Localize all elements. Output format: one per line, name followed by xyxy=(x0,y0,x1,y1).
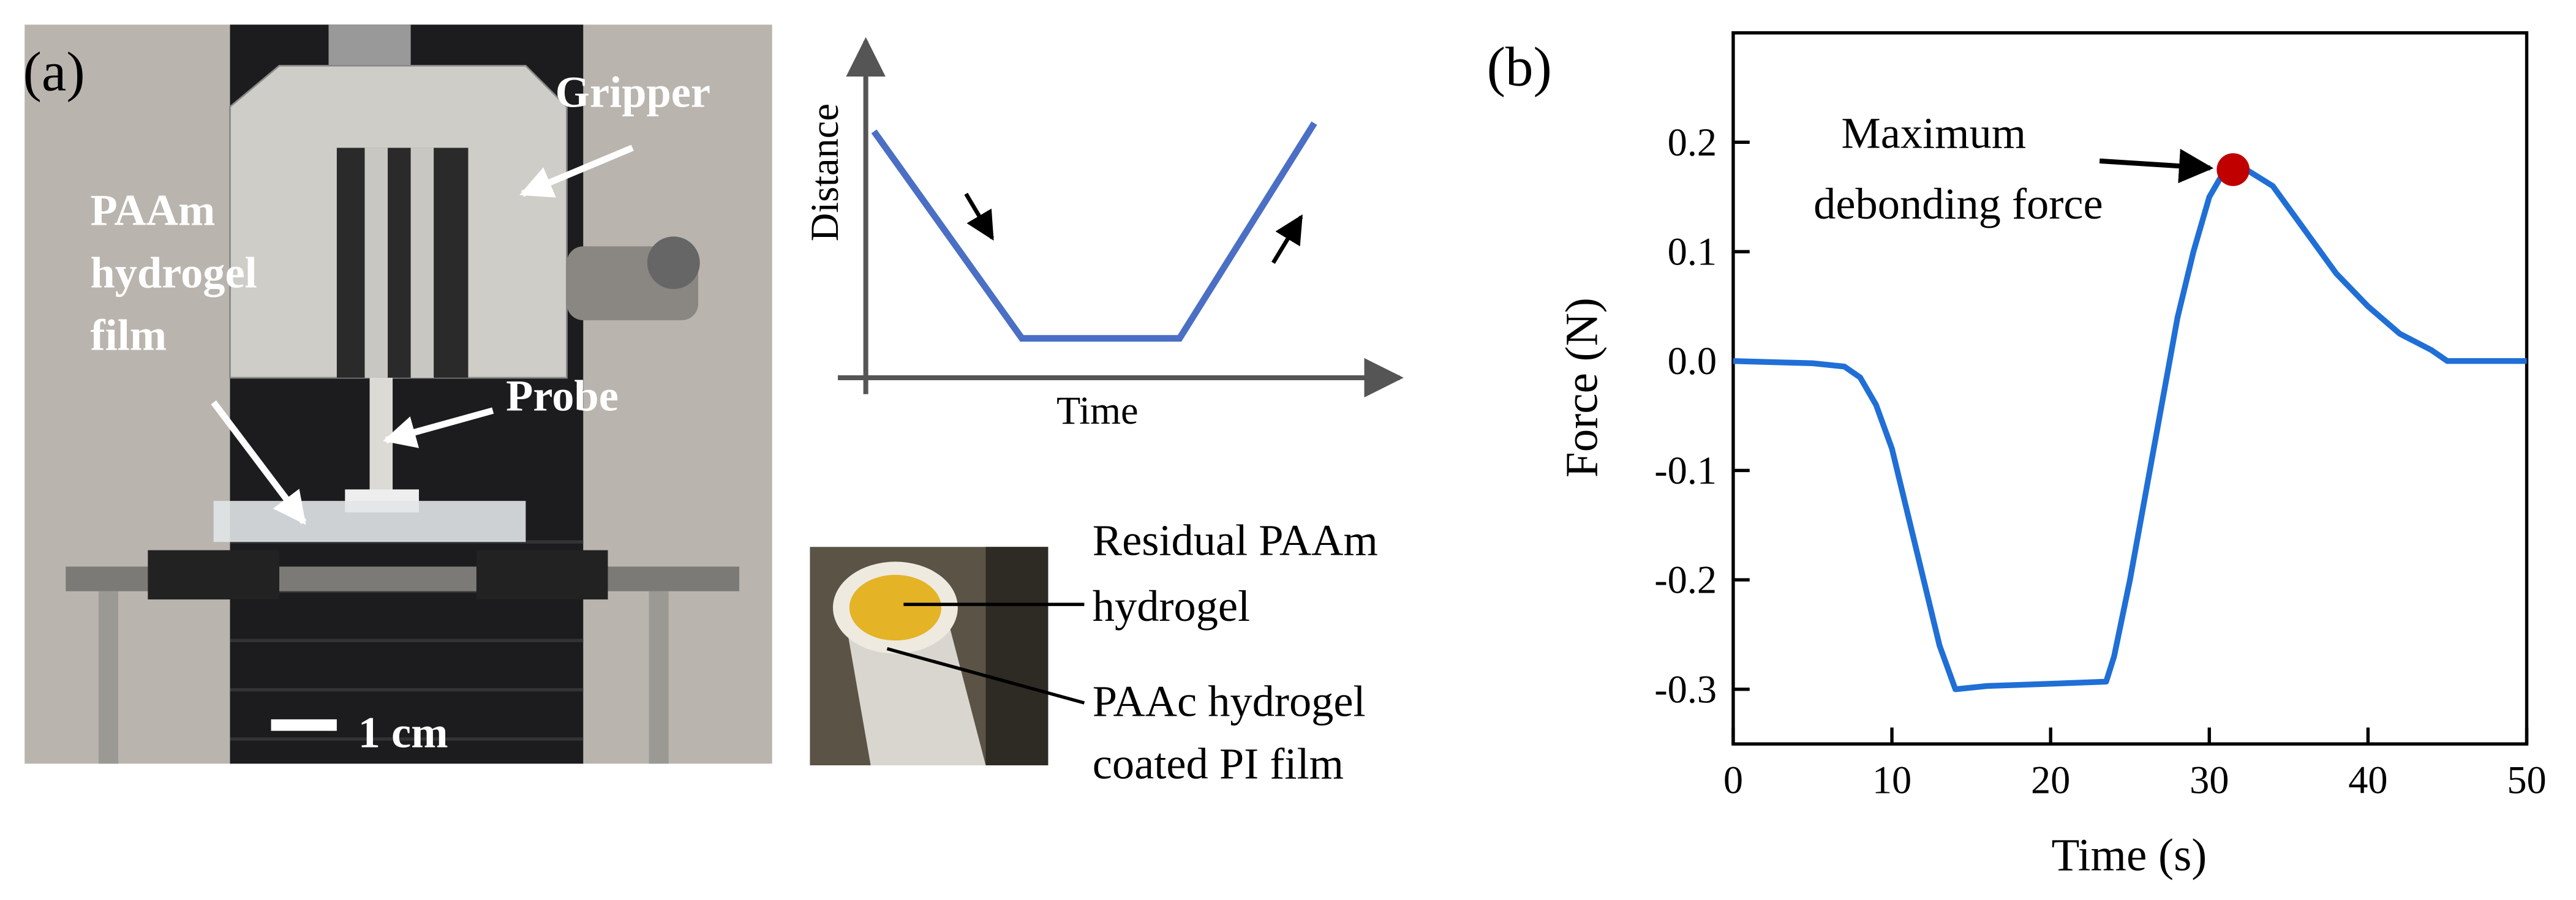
inset-photo xyxy=(810,547,1085,766)
photo-label: PAAm xyxy=(91,186,216,235)
panel-label: (a) xyxy=(23,41,85,103)
schematic xyxy=(838,37,1404,398)
x-tick-label: 20 xyxy=(2031,759,2070,802)
inset-label: PAAc hydrogel xyxy=(1093,677,1366,726)
schematic-y-label: Distance xyxy=(803,103,846,241)
photo-label: Probe xyxy=(506,371,619,421)
annotation-text: Maximum xyxy=(1841,108,2026,157)
max-point xyxy=(2216,153,2250,186)
x-axis-label: Time (s) xyxy=(2051,830,2207,881)
annotation-text: debonding force xyxy=(1813,179,2103,228)
panel-label: (b) xyxy=(1487,36,1552,98)
photo-label: hydrogel xyxy=(91,247,257,297)
y-tick-label: 0.2 xyxy=(1668,121,1717,164)
x-tick-label: 10 xyxy=(1872,759,1911,802)
scale-bar-label: 1 cm xyxy=(358,708,448,757)
photo-label: film xyxy=(91,310,167,359)
schematic-x-label: Time xyxy=(1056,389,1139,432)
photo xyxy=(24,24,772,764)
annotation-arrow xyxy=(2099,149,2214,184)
y-tick-label: -0.2 xyxy=(1654,558,1717,602)
plot-frame xyxy=(1731,31,2529,746)
inset-label: Residual PAAm xyxy=(1093,516,1378,565)
y-tick-label: 0.1 xyxy=(1668,230,1717,274)
x-tick-label: 30 xyxy=(2190,759,2229,802)
y-tick-label: 0.0 xyxy=(1668,339,1717,383)
y-axis-label: Force (N) xyxy=(1556,298,1607,478)
inset-label: coated PI film xyxy=(1093,738,1344,788)
x-tick-label: 50 xyxy=(2507,759,2546,802)
photo-label: Gripper xyxy=(555,67,710,116)
x-tick-label: 40 xyxy=(2348,759,2387,802)
data-line xyxy=(1733,163,2527,692)
x-tick-label: 0 xyxy=(1723,759,1743,802)
y-tick-label: -0.1 xyxy=(1654,449,1717,492)
y-tick-label: -0.3 xyxy=(1654,667,1717,711)
inset-label: hydrogel xyxy=(1093,581,1250,631)
